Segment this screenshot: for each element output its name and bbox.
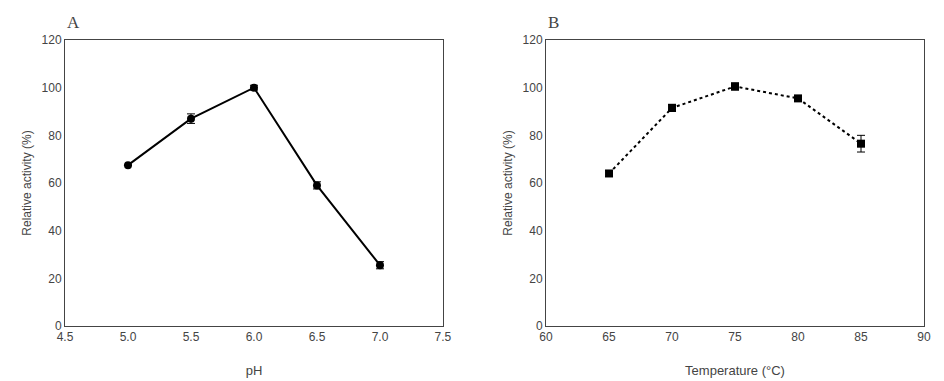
svg-text:70: 70 [665,330,679,344]
svg-text:B: B [548,13,559,32]
svg-text:Temperature (°C): Temperature (°C) [685,363,785,378]
svg-text:60: 60 [529,176,543,190]
svg-text:Relative activity (%): Relative activity (%) [20,130,34,235]
svg-text:6.5: 6.5 [309,330,326,344]
svg-text:40: 40 [529,224,543,238]
svg-text:pH: pH [246,363,263,378]
svg-text:7.0: 7.0 [372,330,389,344]
svg-text:4.5: 4.5 [57,330,74,344]
svg-text:80: 80 [529,129,543,143]
svg-text:60: 60 [539,330,553,344]
svg-text:80: 80 [48,129,62,143]
svg-text:20: 20 [529,272,543,286]
svg-text:0: 0 [536,319,543,333]
svg-text:40: 40 [48,224,62,238]
svg-text:85: 85 [854,330,868,344]
svg-text:7.5: 7.5 [435,330,452,344]
svg-text:20: 20 [48,272,62,286]
svg-text:120: 120 [42,33,62,47]
svg-text:60: 60 [48,176,62,190]
svg-text:65: 65 [602,330,616,344]
svg-text:5.5: 5.5 [183,330,200,344]
svg-text:90: 90 [917,330,931,344]
svg-text:100: 100 [523,81,543,95]
svg-text:Relative activity (%): Relative activity (%) [501,130,515,235]
svg-text:100: 100 [42,81,62,95]
svg-text:5.0: 5.0 [120,330,137,344]
svg-text:75: 75 [728,330,742,344]
svg-text:0: 0 [55,319,62,333]
svg-text:A: A [67,13,80,32]
svg-text:80: 80 [791,330,805,344]
svg-text:6.0: 6.0 [246,330,263,344]
svg-text:120: 120 [523,33,543,47]
